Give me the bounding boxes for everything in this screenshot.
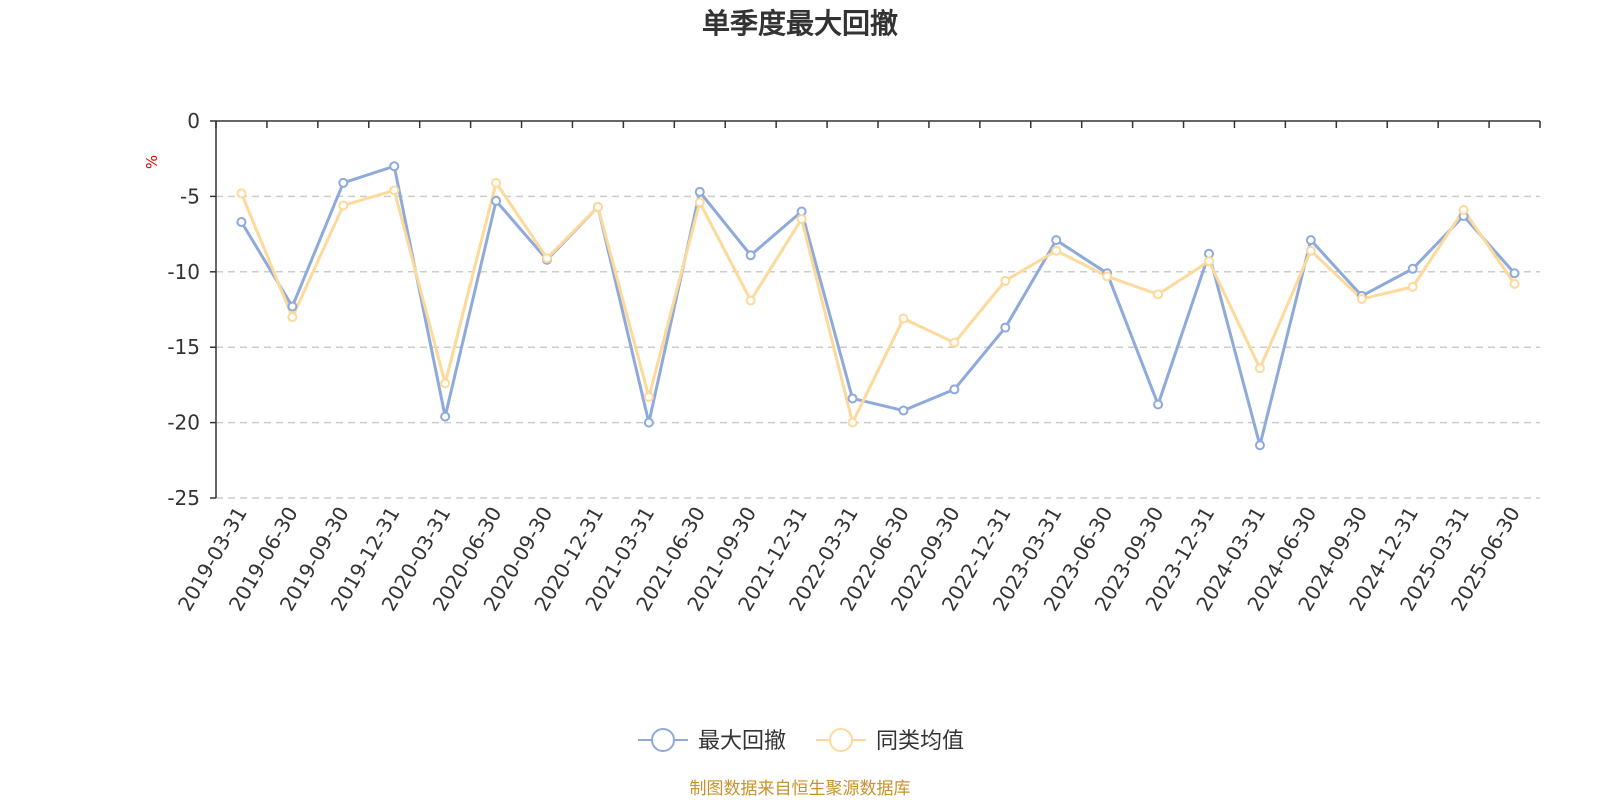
series-0-point-2[interactable] xyxy=(338,177,349,188)
series-0-point-16[interactable] xyxy=(1051,235,1062,246)
series-1-point-21[interactable] xyxy=(1305,245,1316,256)
y-axis-ticks: 0 -5 -10 -15 -20 -25 xyxy=(167,109,216,510)
series-0-point-9[interactable] xyxy=(694,186,705,197)
legend-label-1: 同类均值 xyxy=(876,729,964,754)
series-1-point-5[interactable] xyxy=(491,177,502,188)
series-1-point-9[interactable] xyxy=(694,197,705,208)
series-1-point-16[interactable] xyxy=(1051,245,1062,256)
series-0-point-12[interactable] xyxy=(847,393,858,404)
grid-lines xyxy=(216,195,1540,499)
series-0-point-10[interactable] xyxy=(745,250,756,261)
series-1-point-25[interactable] xyxy=(1509,278,1520,289)
series-0-point-21[interactable] xyxy=(1305,235,1316,246)
legend-item-0[interactable]: 最大回撤 xyxy=(638,728,786,754)
legend: 最大回撤 同类均值 xyxy=(638,728,964,754)
y-tick-label-5: -25 xyxy=(167,486,200,510)
series-1-point-17[interactable] xyxy=(1102,271,1113,282)
axes xyxy=(215,120,1540,498)
series-0-point-3[interactable] xyxy=(389,161,400,172)
series-line-1 xyxy=(239,181,1517,425)
legend-label-0: 最大回撤 xyxy=(698,729,786,754)
series-1-point-8[interactable] xyxy=(643,391,654,402)
legend-item-1[interactable]: 同类均值 xyxy=(816,728,964,754)
series-1-point-15[interactable] xyxy=(1000,275,1011,286)
series-0-point-0[interactable] xyxy=(236,217,247,228)
series-1-point-12[interactable] xyxy=(847,417,858,428)
series-1-point-6[interactable] xyxy=(542,253,552,264)
series-1-point-11[interactable] xyxy=(796,214,807,225)
series-1-point-24[interactable] xyxy=(1458,204,1469,215)
series-0-point-25[interactable] xyxy=(1509,268,1520,279)
series-0-point-18[interactable] xyxy=(1153,399,1164,410)
source-note: 制图数据来自恒生聚源数据库 xyxy=(690,779,911,799)
y-tick-label-3: -15 xyxy=(167,335,200,359)
series-0-point-4[interactable] xyxy=(440,411,451,422)
series-1-point-1[interactable] xyxy=(287,312,298,323)
series-1-point-19[interactable] xyxy=(1204,256,1214,267)
series-0-point-20[interactable] xyxy=(1254,440,1265,451)
series-1-point-4[interactable] xyxy=(440,378,451,389)
y-tick-label-4: -20 xyxy=(167,411,200,435)
series-0-point-13[interactable] xyxy=(898,405,909,416)
series-1-point-0[interactable] xyxy=(236,188,247,199)
series-1-point-13[interactable] xyxy=(898,313,909,324)
y-tick-label-2: -10 xyxy=(167,260,200,284)
series-0-point-14[interactable] xyxy=(949,384,960,395)
legend-marker-1 xyxy=(829,728,853,752)
series-0-point-15[interactable] xyxy=(1000,322,1011,333)
chart-title: 单季度最大回撤 xyxy=(702,7,898,40)
series-1-point-3[interactable] xyxy=(389,185,400,196)
series-0-point-8[interactable] xyxy=(643,417,654,428)
legend-marker-0 xyxy=(651,728,675,752)
series-1-point-20[interactable] xyxy=(1254,363,1265,374)
series-1-point-7[interactable] xyxy=(592,201,603,212)
series-0-point-5[interactable] xyxy=(491,195,502,206)
series-line-0 xyxy=(239,164,1517,447)
series-1-point-22[interactable] xyxy=(1356,293,1367,304)
series-1-point-23[interactable] xyxy=(1407,281,1418,292)
series-1-point-2[interactable] xyxy=(338,200,349,211)
y-axis-unit: % xyxy=(143,155,161,169)
series-1-point-10[interactable] xyxy=(745,295,756,306)
series-0-point-1[interactable] xyxy=(287,301,298,312)
series-1-point-18[interactable] xyxy=(1153,289,1164,300)
y-tick-label-0: 0 xyxy=(187,109,200,133)
series-layer xyxy=(236,161,1520,451)
series-0-point-23[interactable] xyxy=(1407,263,1418,274)
y-tick-label-1: -5 xyxy=(180,184,200,208)
series-1-point-14[interactable] xyxy=(949,337,960,348)
